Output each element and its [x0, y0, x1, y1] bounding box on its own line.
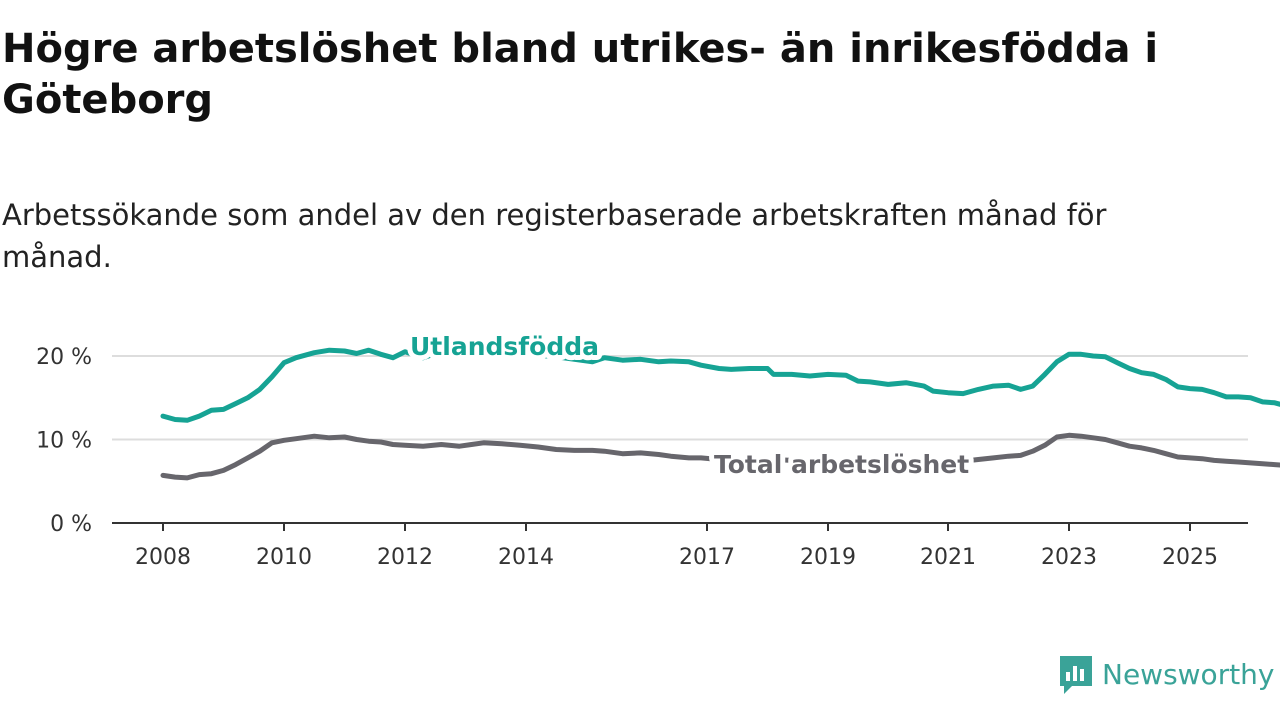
chart-title: Högre arbetslöshet bland utrikes- än inr… [2, 26, 1159, 123]
x-tick-label: 2017 [679, 545, 735, 570]
x-tick-label: 2021 [920, 545, 976, 570]
y-tick-label: 10 % [36, 429, 92, 454]
x-tick-label: 2025 [1162, 545, 1218, 570]
x-tick-label: 2014 [498, 545, 554, 570]
x-tick-label: 2023 [1041, 545, 1097, 570]
newsworthy-logo-icon [1060, 656, 1092, 694]
series-name-label: Utlandsfödda [410, 332, 599, 361]
brand-name: Newsworthy [1102, 658, 1275, 691]
x-axis [112, 522, 1248, 531]
y-tick-label: 20 % [36, 345, 92, 370]
chart-labels: 0 % 10 % 20 % 2008 2010 2012 2014 2017 2019 2021 2… [36, 327, 1218, 570]
x-tick-label: 2010 [256, 545, 312, 570]
x-tick-label: 2012 [377, 545, 433, 570]
chart-subtitle: Arbetssökande som andel av den registerb… [2, 198, 1107, 274]
x-tick-label: 2008 [135, 545, 191, 570]
series-lines [160, 347, 1280, 481]
series-name-label: Total arbetslöshet [714, 450, 969, 479]
y-tick-label: 0 % [50, 512, 92, 537]
x-tick-label: 2019 [800, 545, 856, 570]
newsworthy-brand: Newsworthy [1058, 654, 1275, 696]
series-line-total [160, 432, 1280, 481]
gridlines [112, 355, 1248, 441]
series-line-utlandsfodda [160, 347, 1280, 423]
